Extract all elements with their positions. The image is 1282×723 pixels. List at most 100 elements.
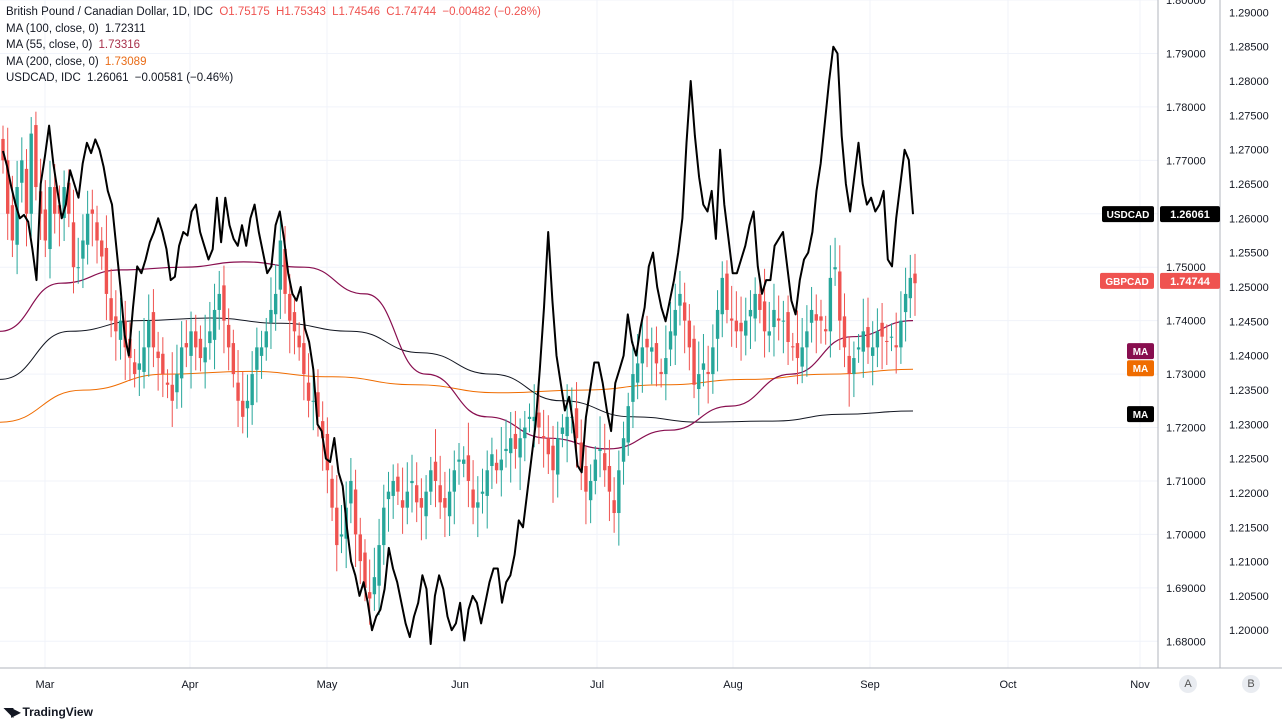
candle <box>443 471 447 538</box>
candle-body <box>175 374 179 393</box>
price-label-name: MA <box>1133 410 1149 421</box>
candle-body <box>264 331 268 348</box>
candle <box>875 308 880 368</box>
legend-ma100[interactable]: MA (100, close, 0) 1.72311 <box>6 21 541 38</box>
candle <box>414 462 419 523</box>
price-label-ma[interactable]: MA <box>1127 360 1154 377</box>
candle-body <box>184 343 189 348</box>
candle <box>894 312 898 374</box>
candle <box>147 294 151 377</box>
candle-body <box>687 320 692 348</box>
candle-body <box>781 320 786 322</box>
candle <box>424 475 428 540</box>
candle <box>880 303 884 370</box>
time-axis-label: May <box>317 679 338 691</box>
left-axis-tick-label: 1.79000 <box>1166 48 1206 60</box>
candle-body <box>100 240 104 257</box>
candle <box>208 301 212 360</box>
right-axis-tick-label: 1.23500 <box>1229 385 1269 397</box>
candle <box>546 415 551 475</box>
candle-body <box>330 478 334 508</box>
candle <box>377 518 381 616</box>
candle-body <box>391 480 395 496</box>
legend-main[interactable]: British Pound / Canadian Dollar, 1D, IDC… <box>6 4 541 21</box>
candle-body <box>720 277 724 315</box>
candle <box>457 443 461 485</box>
candle <box>250 351 254 425</box>
candle <box>462 446 466 478</box>
moving-average-lines <box>0 261 914 450</box>
candle <box>109 268 113 338</box>
candle <box>490 437 494 489</box>
legend-usdcad[interactable]: USDCAD, IDC 1.26061 −0.00581 (−0.46%) <box>6 70 541 87</box>
candle <box>758 280 762 324</box>
candle-body <box>424 491 428 517</box>
candle <box>466 422 471 508</box>
price-label-gbpcad[interactable]: GBPCAD 1.74744 <box>1100 272 1220 289</box>
candle-body <box>880 322 884 337</box>
legend-ma55[interactable]: MA (55, close, 0) 1.73316 <box>6 37 541 54</box>
candle <box>692 325 696 399</box>
candle <box>20 137 24 203</box>
candle-body <box>805 331 809 348</box>
candle <box>90 189 95 247</box>
candle-body <box>438 485 442 503</box>
legend-usdcad-change: −0.00581 (−0.46%) <box>134 72 234 84</box>
candle-body <box>729 318 734 321</box>
price-label-ma[interactable]: MA <box>1127 406 1154 423</box>
time-axis-label: Jun <box>451 679 469 691</box>
time-axis-label: Oct <box>999 679 1016 691</box>
candle <box>255 327 259 403</box>
tradingview-logo[interactable]: ◥▶ TradingView <box>4 705 93 719</box>
right-scale-button[interactable]: B <box>1242 675 1260 693</box>
time-axis-label: Nov <box>1130 679 1150 691</box>
candle-body <box>711 347 715 375</box>
candle-body <box>85 213 90 245</box>
price-label-ma[interactable]: MA <box>1127 343 1154 360</box>
price-label-usdcad[interactable]: USDCAD 1.26061 <box>1102 206 1220 223</box>
candle <box>203 314 207 389</box>
legend-ma55-value: 1.73316 <box>98 39 141 51</box>
candle-body <box>852 358 856 375</box>
candle-body <box>541 436 546 439</box>
candle <box>767 301 771 353</box>
candle-body <box>34 125 38 188</box>
candle <box>264 317 268 361</box>
candle <box>471 460 475 525</box>
ma100-line <box>0 317 914 423</box>
legend-ma200[interactable]: MA (200, close, 0) 1.73089 <box>6 54 541 71</box>
candle-body <box>278 240 283 290</box>
candle <box>288 274 292 354</box>
candle <box>297 322 301 361</box>
candle <box>292 295 297 355</box>
candle <box>339 505 344 554</box>
candle <box>433 429 438 508</box>
candle-body <box>527 416 532 419</box>
candle <box>405 462 409 525</box>
auto-scale-button[interactable]: A <box>1179 675 1197 693</box>
left-axis-tick-label: 1.74000 <box>1166 316 1206 328</box>
candle-body <box>311 400 315 402</box>
candle <box>419 478 424 541</box>
candle <box>800 317 804 384</box>
candle-body <box>363 552 367 588</box>
left-axis-tick-label: 1.80000 <box>1166 0 1206 7</box>
candle <box>170 352 174 427</box>
candle-body <box>678 293 682 306</box>
candle <box>24 149 29 247</box>
candle-body <box>443 498 447 508</box>
candle <box>194 314 198 371</box>
candle-body <box>664 358 668 375</box>
candle-body <box>814 314 818 321</box>
candle <box>772 283 776 357</box>
candle <box>335 475 339 572</box>
candle-body <box>894 345 898 348</box>
candle-body <box>739 322 743 332</box>
candle-body <box>908 277 912 299</box>
candle-body <box>532 416 536 422</box>
candle <box>739 296 743 361</box>
candle-body <box>447 491 452 517</box>
candle-body <box>856 347 861 350</box>
candle-body <box>513 433 518 449</box>
